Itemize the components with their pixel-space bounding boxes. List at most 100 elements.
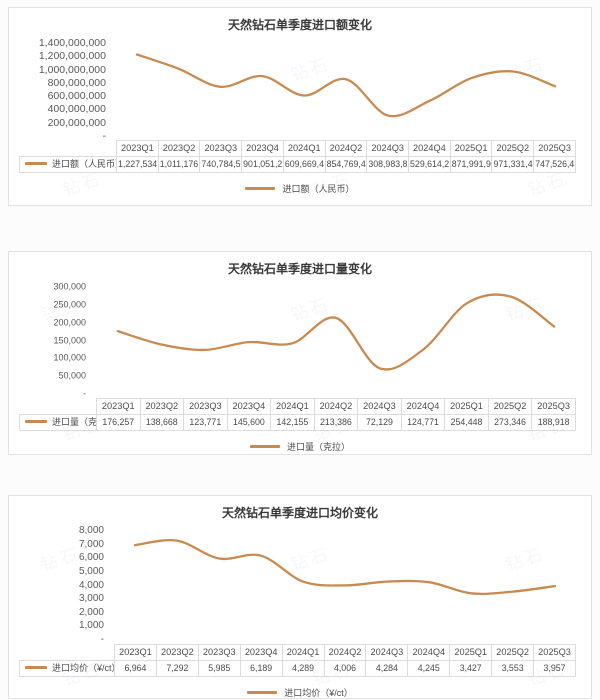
line-series	[116, 293, 556, 371]
y-tick-label: 250,000	[53, 299, 86, 310]
chart-title: 天然钻石单季度进口均价变化	[221, 506, 378, 520]
value-cell: 971,331,4	[491, 156, 535, 173]
table-header-row: 2023Q1 2023Q2 2023Q3 2023Q4 2024Q1 2024Q2 2024…	[20, 398, 576, 415]
quarter-header-cell: 2023Q4	[239, 644, 283, 661]
series-label: 进口额（人民币）	[52, 159, 116, 169]
value-cell: 213,386	[313, 414, 359, 431]
y-tick-label: 200,000	[53, 317, 86, 328]
y-tick-label: 1,200,000,000	[38, 50, 106, 63]
quarter-header-cell: 2024Q1	[270, 398, 315, 415]
series-label: 进口量（克拉）	[52, 417, 97, 427]
table-header-row: 2023Q1 2023Q2 2023Q3 2023Q4 2024Q1 2024Q2 2024…	[20, 140, 576, 157]
quarter-header-cell: 2024Q4	[400, 398, 446, 415]
quarter-header-cell: 2023Q3	[197, 644, 241, 661]
quarter-header-cell: 2025Q2	[491, 140, 535, 157]
quarter-header-cell: 2023Q3	[199, 140, 243, 157]
value-cell: 273,346	[487, 414, 533, 431]
quarter-header-cell: 2025Q3	[531, 398, 576, 415]
quarter-header-cell: 2024Q2	[313, 398, 359, 415]
y-tick-label: 1,400,000,000	[38, 36, 106, 49]
value-cell: 4,289	[281, 660, 325, 677]
legend-label: 进口量（克拉）	[286, 442, 350, 452]
quarter-header-cell: 2023Q2	[157, 140, 201, 157]
value-cell: 308,983,8	[366, 156, 410, 173]
quarter-header-cell: 2024Q1	[282, 140, 326, 157]
value-cell: 3,957	[533, 660, 576, 677]
y-tick-label: 600,000,000	[47, 89, 106, 102]
import-volume-chart-card: 天然钻石单季度进口量变化 300,000 250,000 200,000 150,00…	[8, 251, 592, 455]
value-cell: 740,784,5	[199, 156, 243, 173]
table-corner-cell	[20, 399, 97, 415]
series-line-swatch-icon	[25, 666, 47, 669]
y-tick-label: 2,000	[78, 606, 104, 618]
legend-label: 进口均价（¥/ct）	[284, 688, 353, 698]
value-cell: 901,051,2	[241, 156, 284, 173]
quarter-header-cell: 2023Q4	[226, 398, 272, 415]
series-label: 进口均价（¥/ct）	[52, 663, 115, 673]
quarter-header-cell: 2023Q2	[155, 644, 199, 661]
y-tick-label: 100,000	[53, 352, 86, 363]
value-cell: 72,129	[357, 414, 402, 431]
value-cell: 4,006	[323, 660, 367, 677]
quarter-header-cell: 2024Q2	[324, 140, 368, 157]
y-tick-label: -	[83, 388, 86, 399]
value-cell: 3,427	[449, 660, 493, 677]
value-cell: 1,011,176,	[157, 156, 201, 173]
quarter-header-cell: 2024Q3	[366, 140, 410, 157]
data-table: 2023Q1 2023Q2 2023Q3 2023Q4 2024Q1 2024Q2 2024…	[19, 398, 576, 431]
quarter-header-cell: 2025Q3	[533, 140, 576, 157]
value-cell: 176,257	[96, 414, 141, 431]
y-tick-label: -	[100, 634, 104, 645]
value-cell: 529,614,2	[408, 156, 451, 173]
value-cell: 854,769,4	[324, 156, 368, 173]
value-cell: 124,771	[400, 414, 446, 431]
plot-area: 1,400,000,000 1,200,000,000 1,000,000,000 8…	[9, 38, 591, 141]
quarter-header-cell: 2024Q3	[365, 644, 409, 661]
y-tick-label: 200,000,000	[47, 116, 106, 129]
quarter-header-cell: 2023Q1	[96, 398, 141, 415]
line-series	[135, 53, 557, 118]
import-price-chart-card: 天然钻石单季度进口均价变化 8,000 7,000 6,000 5,000 4,000 3…	[8, 495, 592, 699]
y-tick-label: 50,000	[58, 370, 86, 381]
plot-area: 300,000 250,000 200,000 150,000 100,000 50,00…	[9, 282, 591, 398]
value-cell: 747,526,4	[533, 156, 576, 173]
table-corner-cell	[20, 141, 117, 157]
series-label-cell: 进口均价（¥/ct）	[19, 660, 115, 677]
value-cell: 4,245	[407, 660, 451, 677]
y-tick-label: 7,000	[78, 538, 104, 550]
legend: 进口额（人民币）	[9, 182, 591, 195]
series-line-swatch-icon	[25, 420, 47, 423]
quarter-header-cell: 2023Q1	[114, 644, 157, 661]
value-cell: 4,284	[365, 660, 409, 677]
quarter-header-cell: 2024Q2	[323, 644, 367, 661]
quarter-header-cell: 2025Q1	[449, 644, 493, 661]
table-value-row: 进口额（人民币） 1,227,534,1,011,176,740,784,590…	[19, 156, 576, 173]
y-axis-labels: 300,000 250,000 200,000 150,000 100,000 50,00…	[9, 282, 91, 398]
value-cell: 142,155	[270, 414, 315, 431]
value-cell: 123,771	[183, 414, 228, 431]
value-cell: 1,227,534,	[116, 156, 159, 173]
series-line-swatch-icon	[25, 162, 47, 165]
quarter-header-cell: 2023Q3	[183, 398, 228, 415]
table-corner-cell	[20, 645, 115, 661]
value-cell: 3,553	[491, 660, 535, 677]
quarter-header-cell: 2024Q4	[408, 140, 451, 157]
y-tick-label: 8,000	[78, 525, 104, 536]
plot-area: 8,000 7,000 6,000 5,000 4,000 3,000 2,000 1,000…	[9, 526, 591, 645]
table-header-row: 2023Q1 2023Q2 2023Q3 2023Q4 2024Q1 2024Q2 2024…	[20, 644, 576, 661]
quarter-header-cell: 2025Q1	[444, 398, 489, 415]
y-tick-label: 400,000,000	[47, 103, 106, 116]
value-cell: 7,292	[155, 660, 199, 677]
y-tick-label: 5,000	[78, 565, 104, 577]
legend-line-swatch-icon	[249, 445, 280, 448]
quarter-header-cell: 2025Q2	[491, 644, 535, 661]
legend-line-swatch-icon	[245, 187, 276, 190]
quarter-header-cell: 2024Q4	[407, 644, 451, 661]
y-axis-labels: 1,400,000,000 1,200,000,000 1,000,000,000 8…	[9, 38, 111, 141]
value-cell: 609,669,4	[282, 156, 326, 173]
chart-title: 天然钻石单季度进口额变化	[227, 18, 372, 32]
data-table: 2023Q1 2023Q2 2023Q3 2023Q4 2024Q1 2024Q2 2024…	[19, 140, 576, 173]
table-value-row: 进口均价（¥/ct） 6,964 7,292 5,985 6,189 4,289 4,00…	[19, 660, 576, 677]
import-value-chart-card: 天然钻石单季度进口额变化 1,400,000,000 1,200,000,000 1…	[8, 7, 592, 206]
